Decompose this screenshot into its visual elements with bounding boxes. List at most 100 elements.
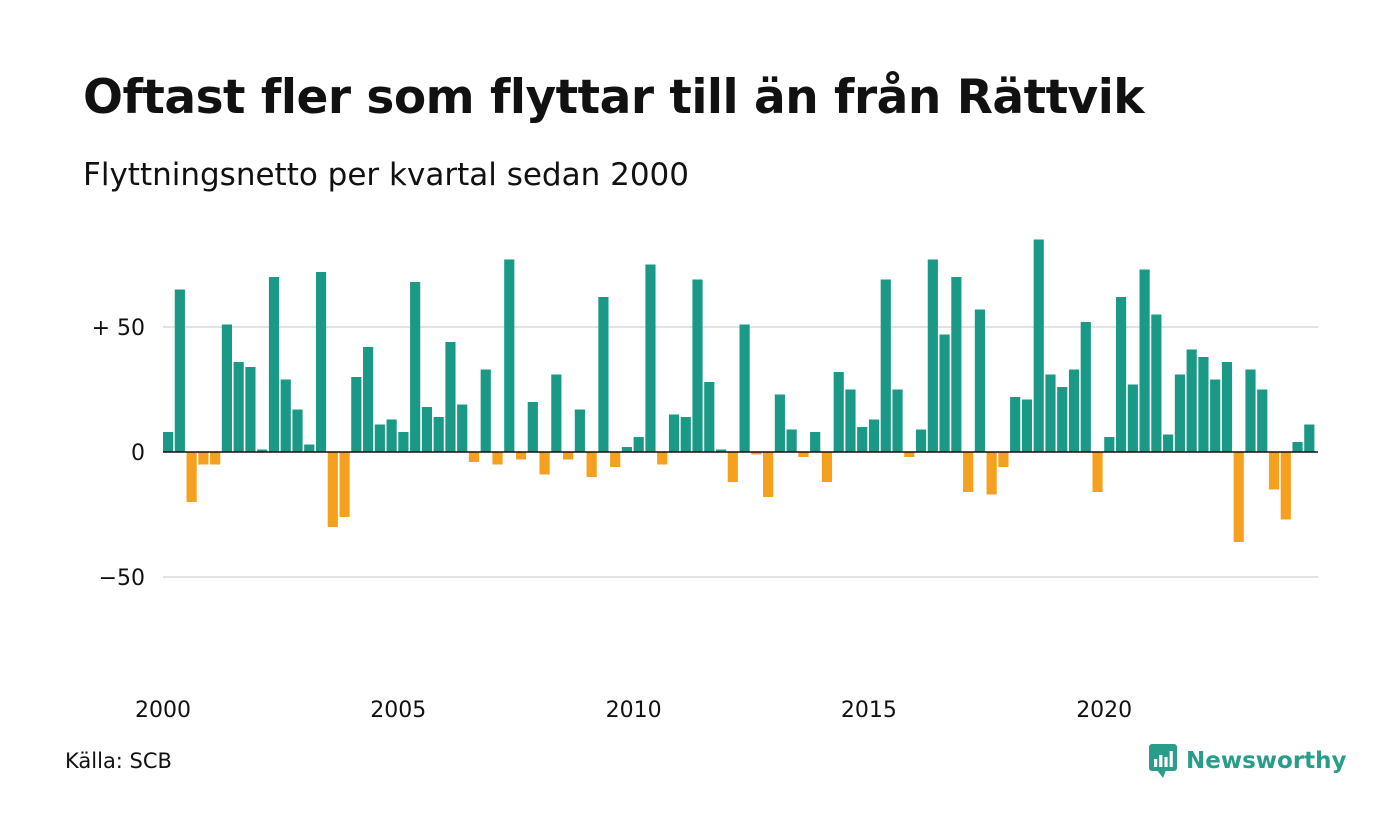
bar [1233,452,1244,542]
bar [1139,269,1150,452]
bar [927,259,938,452]
bar [857,427,868,452]
bar [1115,297,1127,452]
bar [845,389,856,452]
bar [245,367,256,452]
bar [951,277,962,452]
bar [1210,379,1221,452]
bar [315,272,327,452]
bar [421,407,433,452]
x-tick-label: 2000 [135,698,191,723]
bar [1186,349,1197,452]
bar [1068,369,1080,452]
bar [292,409,303,452]
bar [233,362,244,452]
bar [504,259,515,452]
x-tick-label: 2010 [606,698,662,723]
bar [1057,387,1068,452]
bar [1304,424,1315,452]
bar [598,297,609,452]
bar [645,264,656,452]
bar [163,432,174,452]
bar [221,324,232,452]
bar [1092,452,1103,492]
bar [304,444,315,452]
bar [727,452,738,482]
bar [963,452,974,492]
bar [1080,322,1091,452]
brand-name: Newsworthy [1186,748,1347,774]
y-tick-label: 0 [131,441,145,466]
brand-logo: Newsworthy [1148,743,1347,779]
bar [1221,362,1233,452]
bar [186,452,197,502]
bar [880,279,891,452]
bar [751,452,762,455]
bar [774,394,785,452]
y-tick-label: + 50 [92,316,145,341]
bar [610,452,621,467]
bar [939,334,950,452]
bar [998,452,1009,467]
bar [445,342,456,452]
bar [739,324,750,452]
x-tick-label: 2020 [1076,698,1132,723]
bar [363,347,374,452]
bar [621,447,633,452]
bar [974,309,985,452]
bar [1021,399,1033,452]
bar [1010,397,1021,452]
x-tick-label: 2005 [370,698,426,723]
chart-title: Oftast fler som flyttar till än från Rät… [83,70,1145,125]
y-tick-label: −50 [99,566,145,591]
bar [986,452,997,495]
bar [480,369,491,452]
bar [468,452,480,462]
bar [551,374,562,452]
bar [539,452,550,475]
bar [339,452,350,517]
bar [280,379,291,452]
bar [821,452,833,482]
bar [715,449,727,452]
bar [1163,434,1174,452]
bar [1045,374,1056,452]
bar [574,409,585,452]
newsworthy-logo-icon [1149,744,1177,778]
bar [327,452,338,527]
bar [1292,442,1303,452]
source-note: Källa: SCB [65,749,172,773]
bar [386,419,397,452]
bar [351,377,362,452]
x-tick-label: 2015 [841,698,897,723]
bar [492,452,503,465]
bar [1268,452,1280,490]
bar [174,289,185,452]
bar [657,452,668,465]
bar [868,419,880,452]
bar [1033,239,1044,452]
bar [374,424,385,452]
bar [892,389,903,452]
bar [210,452,221,465]
bar [633,437,644,452]
bar [704,382,715,452]
bar [198,452,209,465]
bars [163,239,1315,542]
bar [680,417,691,452]
bar [810,432,821,452]
bar [586,452,597,477]
bar [763,452,774,497]
bar [268,277,280,452]
bar [563,452,574,460]
bar [1198,357,1209,452]
bar [515,452,527,460]
bar [527,402,538,452]
bar [1127,384,1138,452]
bar [433,417,444,452]
bar [1174,374,1185,452]
bar [786,429,797,452]
bar [1257,389,1268,452]
bar [915,429,927,452]
bar [1280,452,1291,520]
